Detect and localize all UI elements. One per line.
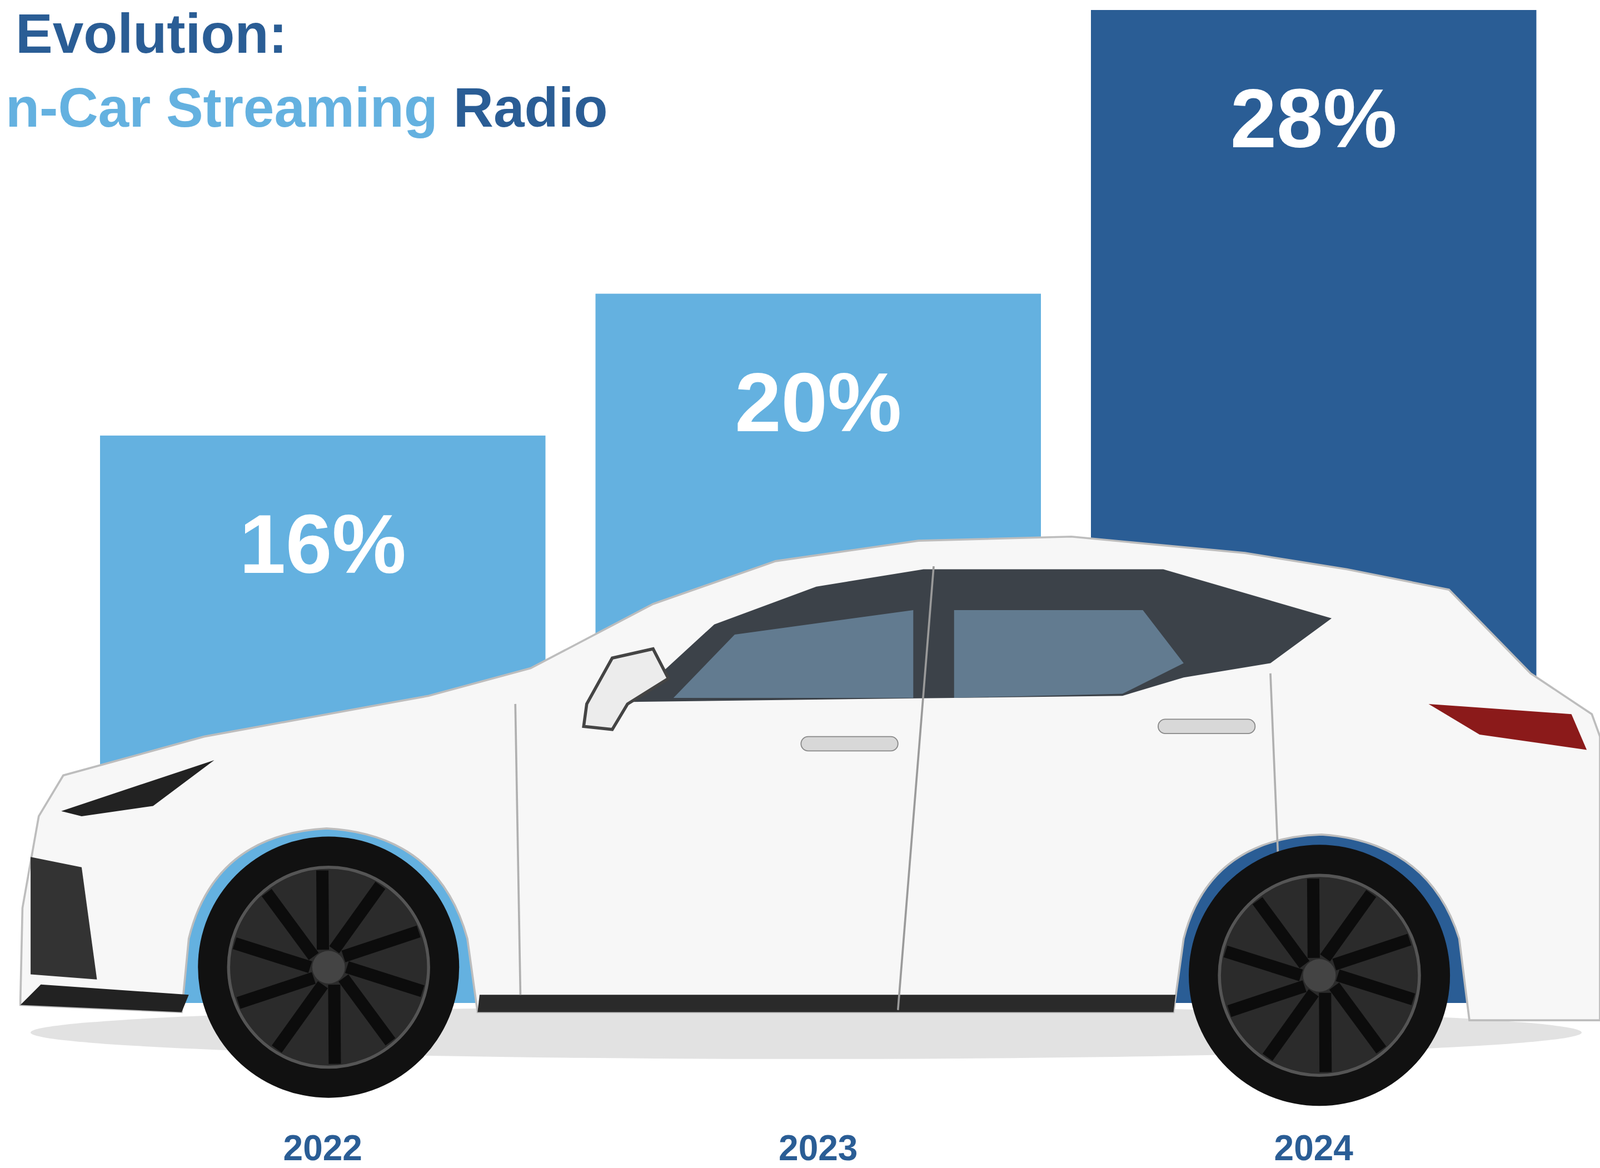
car-window	[627, 569, 1332, 705]
car-headlight	[61, 760, 214, 817]
x-tick-label: 2023	[778, 1128, 858, 1168]
car-taillight	[1428, 704, 1588, 751]
car-glass	[673, 610, 914, 699]
car-spoke	[1225, 951, 1302, 976]
car-spoke	[1334, 986, 1382, 1051]
car-hub	[312, 950, 346, 984]
car-spoke	[1318, 993, 1332, 1073]
car-grille	[30, 856, 97, 980]
car-spoke	[343, 931, 419, 957]
chart-root: 16% 20% 28% Evolution: n-Car Streaming Radio…	[0, 0, 1600, 1168]
car-handle	[800, 736, 898, 752]
car-spoke	[346, 967, 423, 992]
car-spoke	[266, 892, 314, 957]
x-tick-labels: 2022 2023 2024	[283, 1128, 1354, 1168]
car-door-line	[898, 566, 934, 1011]
car-spoke	[1257, 900, 1305, 965]
car-illustration	[20, 536, 1600, 1107]
data-labels: 16% 20% 28%	[239, 71, 1398, 591]
car-handle	[1158, 719, 1255, 734]
x-tick-label: 2022	[283, 1128, 363, 1168]
data-label: 20%	[734, 355, 902, 450]
car-glass	[954, 610, 1184, 699]
car-spoke	[316, 870, 330, 951]
data-label: 28%	[1230, 71, 1398, 166]
car-sill	[20, 984, 189, 1013]
car-spoke	[343, 978, 391, 1043]
car-wheel	[197, 836, 460, 1099]
car-wheel	[1188, 844, 1450, 1106]
car-rim	[1219, 875, 1420, 1076]
title: Evolution:	[15, 2, 288, 65]
car-sill	[477, 994, 1176, 1013]
car-door-line	[515, 704, 521, 995]
car-spoke	[327, 984, 341, 1065]
car-spoke	[1229, 986, 1305, 1012]
subtitle: n-Car Streaming Radio	[5, 76, 608, 139]
car-hub	[1303, 959, 1337, 993]
subtitle-part: Radio	[453, 76, 608, 139]
car-spoke	[1337, 975, 1414, 1000]
chart: 16% 20% 28% Evolution: n-Car Streaming Radio…	[0, 0, 1600, 1168]
subtitle-part: n-Car Streaming	[5, 76, 454, 139]
car-spoke	[1307, 878, 1320, 959]
car-spoke	[238, 978, 314, 1004]
car-mirror	[583, 649, 669, 730]
x-tick-label: 2024	[1274, 1128, 1354, 1168]
data-label: 16%	[239, 497, 407, 591]
car-rim	[228, 867, 429, 1068]
car-spoke	[234, 943, 311, 968]
car-spoke	[1334, 939, 1410, 965]
